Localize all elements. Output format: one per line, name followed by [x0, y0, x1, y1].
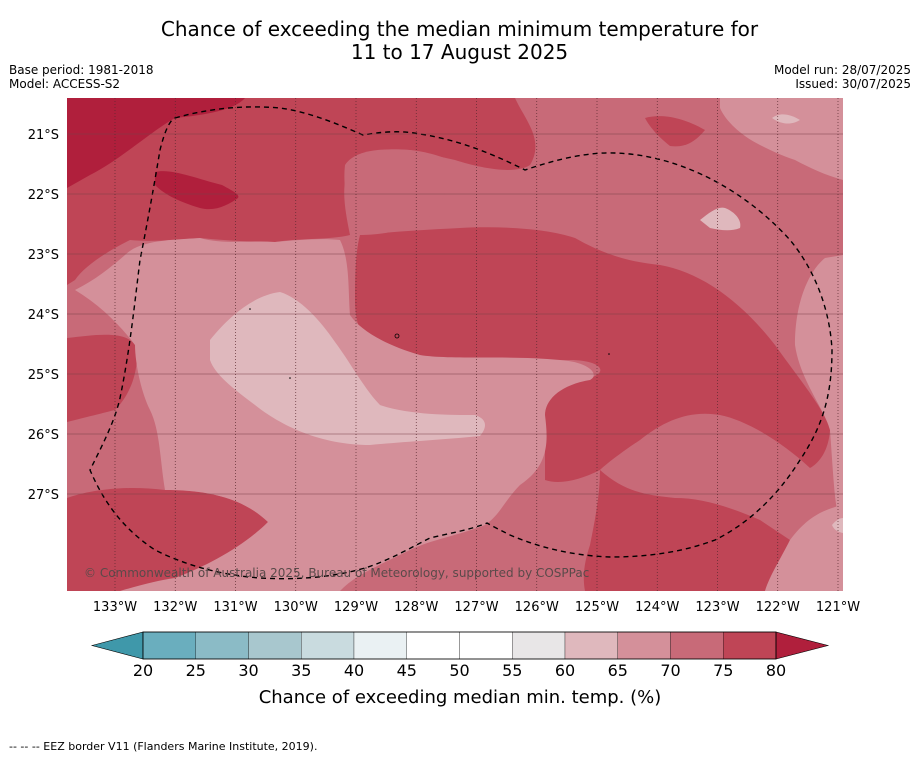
colorbar-tick-labels: 20 25 30 35 40 45 50 55 60 65 70 75 80	[133, 661, 786, 680]
longitude-tick-label: 121°W	[816, 600, 860, 615]
colorbar-segment	[195, 631, 249, 660]
colorbar-segment	[617, 631, 671, 660]
title-line-2: 11 to 17 August 2025	[350, 40, 569, 64]
island-marker	[608, 353, 610, 355]
region-75-80-southeast	[583, 470, 790, 591]
colorbar-tick-label: 45	[397, 661, 417, 680]
latitude-tick-label: 22°S	[28, 188, 59, 203]
latitude-gridlines	[67, 133, 843, 495]
longitude-tick-label: 132°W	[153, 600, 197, 615]
model-run-text: Model run: 28/07/2025	[773, 63, 911, 77]
island-marker	[394, 333, 400, 339]
latitude-tick-label: 24°S	[28, 308, 59, 323]
region-65-70-southeast	[765, 505, 843, 591]
island-marker	[289, 377, 291, 379]
colorbar-tick-label: 30	[238, 661, 258, 680]
latitude-tick-label: 25°S	[28, 368, 59, 383]
colorbar-tick-label: 75	[713, 661, 733, 680]
longitude-gridlines	[114, 98, 839, 591]
issued-text: Issued: 30/07/2025	[795, 77, 911, 91]
colorbar-tick-label: 60	[555, 661, 575, 680]
colorbar-segment	[512, 631, 566, 660]
colorbar-segment	[564, 631, 618, 660]
longitude-tick-label: 127°W	[454, 600, 498, 615]
region-60-65-southeast-cell	[832, 518, 843, 533]
island-marker	[249, 308, 251, 310]
probability-map: © Commonwealth of Australia 2025, Bureau…	[67, 98, 843, 591]
colorbar-tick-label: 65	[608, 661, 628, 680]
meta-left: Base period: 1981-2018 Model: ACCESS-S2	[9, 63, 154, 91]
colorbar-segment	[670, 631, 724, 660]
region-75-80-northeast-cell	[645, 116, 705, 147]
colorbar-segment	[353, 631, 407, 660]
region-80-north-cell	[155, 171, 239, 210]
colorbar-tick-label: 50	[449, 661, 469, 680]
region-75-80-southwest	[67, 487, 268, 591]
latitude-tick-label: 21°S	[28, 128, 59, 143]
eez-border	[89, 106, 833, 580]
region-65-70-east	[795, 255, 843, 525]
region-60-65-northeast-cell	[772, 114, 800, 124]
region-60-65-east-cell	[700, 207, 741, 231]
colorbar-tick-label: 25	[186, 661, 206, 680]
colorbar-segment	[459, 631, 513, 660]
longitude-tick-label: 130°W	[274, 600, 318, 615]
colorbar-tick-label: 35	[291, 661, 311, 680]
colorbar-tick-label: 80	[766, 661, 786, 680]
longitude-tick-label: 123°W	[695, 600, 739, 615]
longitude-tick-label: 131°W	[213, 600, 257, 615]
region-75-80-west	[67, 334, 137, 422]
region-75-80-northwest	[67, 98, 536, 285]
colorbar-extend-high	[775, 631, 830, 660]
colorbar-label: Chance of exceeding median min. temp. (%…	[259, 687, 662, 708]
region-65-70-north-center	[344, 149, 455, 235]
latitude-tick-label: 23°S	[28, 248, 59, 263]
colorbar-tick-label: 55	[502, 661, 522, 680]
chart-title: Chance of exceeding the median minimum t…	[0, 18, 919, 64]
region-75-80-center	[355, 227, 830, 482]
meta-right: Model run: 28/07/2025 Issued: 30/07/2025	[774, 63, 911, 91]
colorbar-segment	[406, 631, 460, 660]
longitude-tick-label: 124°W	[635, 600, 679, 615]
latitude-labels: 21°S 22°S 23°S 24°S 25°S 26°S 27°S	[28, 128, 59, 503]
base-period-text: Base period: 1981-2018	[9, 63, 154, 77]
model-text: Model: ACCESS-S2	[9, 77, 121, 91]
region-80-northwest	[67, 98, 245, 188]
latitude-tick-label: 26°S	[28, 428, 59, 443]
title-line-1: Chance of exceeding the median minimum t…	[160, 17, 759, 41]
longitude-tick-label: 125°W	[575, 600, 619, 615]
colorbar-tick-label: 70	[660, 661, 680, 680]
region-60-65-center	[210, 292, 485, 445]
colorbar-extend-low	[90, 631, 144, 660]
colorbar-segment	[301, 631, 355, 660]
colorbar-segment	[248, 631, 302, 660]
colorbar-tick-label: 20	[133, 661, 153, 680]
longitude-labels: 133°W 132°W 131°W 130°W 129°W 128°W 127°W 126°W…	[93, 600, 860, 615]
colorbar-segment	[723, 631, 777, 660]
colorbar-tick-label: 40	[344, 661, 364, 680]
longitude-tick-label: 128°W	[394, 600, 438, 615]
region-65-70-northeast	[720, 98, 843, 180]
latitude-tick-label: 27°S	[28, 488, 59, 503]
colorbar-frame	[142, 631, 777, 660]
longitude-tick-label: 122°W	[756, 600, 800, 615]
copyright-text: © Commonwealth of Australia 2025, Bureau…	[84, 566, 589, 580]
longitude-tick-label: 129°W	[334, 600, 378, 615]
longitude-tick-label: 133°W	[93, 600, 137, 615]
longitude-tick-label: 126°W	[515, 600, 559, 615]
eez-legend-note: -- -- -- EEZ border V11 (Flanders Marine…	[9, 740, 318, 753]
colorbar	[90, 631, 830, 660]
colorbar-segment	[142, 631, 196, 660]
